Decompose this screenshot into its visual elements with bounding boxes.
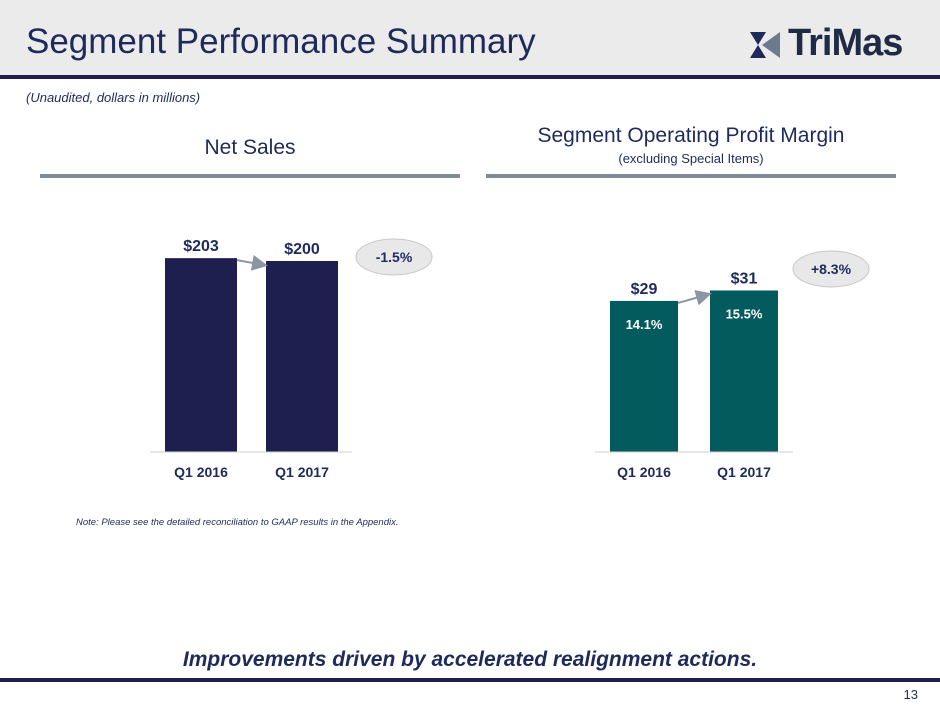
value-label-1-1: $31 [731,270,758,287]
margin-label-1-1: 15.5% [726,306,763,321]
logo-wordmark: TriMas [788,22,903,64]
bar-0-1 [266,261,338,452]
profit-margin-rule [486,174,896,178]
category-label-0-1: Q1 2017 [275,464,329,480]
bar-1-0 [610,300,678,452]
margin-label-1-0: 14.1% [626,317,663,332]
value-label-0-1: $200 [284,241,320,258]
change-badge-0 [355,238,433,276]
change-badge-1 [792,250,870,288]
header-divider [0,75,940,79]
net-sales-rule [40,174,460,178]
bar-0-0 [165,258,237,452]
net-sales-title: Net Sales [204,136,296,159]
bar-1-1 [710,290,778,452]
page-title: Segment Performance Summary [26,22,536,61]
change-badge-label-0: -1.5% [376,249,413,265]
category-label-1-0: Q1 2016 [617,464,671,480]
page-number: 13 [903,687,918,702]
change-arrow-1 [677,290,712,306]
change-arrow-0 [236,254,268,271]
change-badge-label-1: +8.3% [811,261,852,277]
gaap-note: Note: Please see the detailed reconcilia… [76,517,399,528]
category-label-1-1: Q1 2017 [717,464,771,480]
trimas-logo-icon [750,32,780,58]
value-label-1-0: $29 [631,281,658,298]
footer-divider [0,678,940,682]
category-label-0-0: Q1 2016 [174,464,228,480]
profit-margin-title: Segment Operating Profit Margin [537,124,845,147]
footer-message: Improvements driven by accelerated reali… [182,648,758,671]
profit-margin-subtitle: (excluding Special Items) [618,151,764,166]
trimas-logo: TriMas [748,22,918,64]
value-label-0-0: $203 [183,238,219,255]
header-band [0,0,940,75]
units-subtitle: (Unaudited, dollars in millions) [26,90,201,105]
